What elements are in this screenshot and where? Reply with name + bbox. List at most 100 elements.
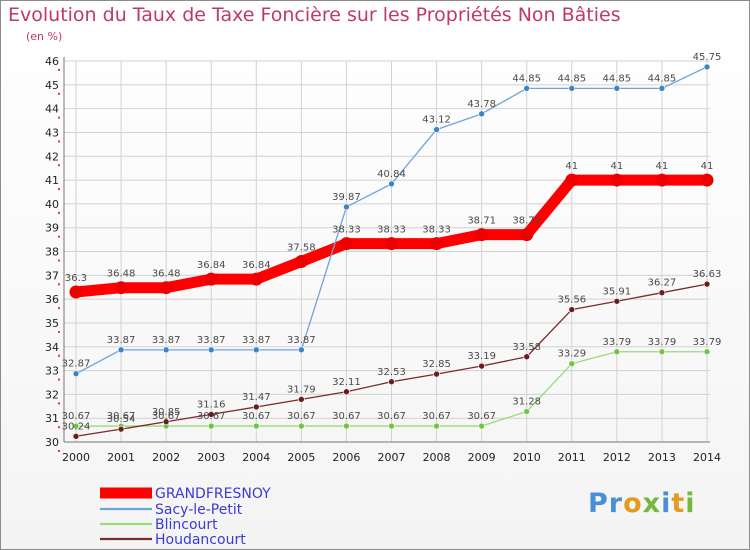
data-label: 36.48 <box>152 269 181 280</box>
data-label: 32.53 <box>377 367 406 378</box>
data-point <box>339 237 353 251</box>
data-label: 33.87 <box>242 335 271 346</box>
data-point <box>478 362 485 370</box>
chart-title: Evolution du Taux de Taxe Foncière sur l… <box>8 4 621 26</box>
data-label: 30.67 <box>62 411 91 422</box>
y-minor-mark <box>58 235 60 238</box>
y-tick-label: 31 <box>45 412 59 425</box>
data-label: 33.19 <box>467 351 496 362</box>
legend-label: Sacy-le-Petit <box>155 502 243 518</box>
data-label: 36.63 <box>693 269 722 280</box>
y-minor-mark <box>58 426 60 429</box>
data-label: 32.85 <box>422 359 451 370</box>
data-label: 30.54 <box>107 414 136 425</box>
data-point <box>343 203 350 211</box>
y-minor-mark <box>58 402 60 405</box>
y-minor-mark <box>58 164 60 167</box>
data-label: 41 <box>701 161 714 172</box>
y-minor-mark <box>58 140 60 143</box>
data-point <box>523 353 531 361</box>
data-label: 44.85 <box>603 73 632 84</box>
data-point <box>658 85 666 92</box>
data-point <box>430 237 444 251</box>
data-label: 31.79 <box>287 384 316 395</box>
legend-label: Blincourt <box>155 517 218 533</box>
data-point <box>523 408 531 415</box>
x-tick-label: 2002 <box>152 451 180 464</box>
y-minor-mark <box>58 188 60 191</box>
data-point <box>249 272 263 286</box>
data-label: 31.16 <box>197 399 226 410</box>
data-label: 38.71 <box>512 216 541 227</box>
data-point <box>252 422 260 430</box>
y-tick-label: 39 <box>45 222 59 235</box>
data-point <box>252 403 260 411</box>
x-tick-label: 2013 <box>648 451 676 464</box>
data-label: 38.33 <box>422 225 451 236</box>
data-point <box>433 422 440 430</box>
data-label: 30.67 <box>242 411 271 422</box>
data-label: 30.24 <box>62 421 91 432</box>
data-label: 33.79 <box>648 337 677 348</box>
data-point <box>523 85 531 92</box>
x-tick-label: 2008 <box>423 451 451 464</box>
data-label: 30.67 <box>377 411 406 422</box>
data-point <box>117 346 125 354</box>
data-point <box>162 418 170 426</box>
data-label: 36.84 <box>242 260 271 271</box>
data-point <box>207 422 215 430</box>
data-label: 30.85 <box>152 407 181 418</box>
data-point <box>700 173 714 187</box>
data-point <box>520 228 534 242</box>
x-tick-label: 2004 <box>242 451 270 464</box>
y-tick-label: 36 <box>45 293 59 306</box>
x-tick-label: 2007 <box>378 451 406 464</box>
data-label: 36.3 <box>65 273 87 284</box>
data-label: 33.87 <box>107 335 136 346</box>
x-tick-label: 2014 <box>693 451 721 464</box>
y-tick-label: 37 <box>45 269 59 282</box>
x-tick-label: 2005 <box>287 451 315 464</box>
data-label: 44.85 <box>512 73 541 84</box>
data-point <box>568 85 576 92</box>
y-tick-label: 42 <box>45 150 59 163</box>
data-point <box>613 85 621 92</box>
x-tick-label: 2010 <box>513 451 541 464</box>
data-point <box>117 425 125 433</box>
y-tick-label: 41 <box>45 174 59 187</box>
data-point <box>658 289 666 296</box>
y-tick-label: 34 <box>45 341 59 354</box>
data-point <box>159 281 173 295</box>
data-label: 41 <box>656 161 669 172</box>
data-point <box>568 306 576 313</box>
data-point <box>72 422 80 430</box>
x-tick-label: 2001 <box>107 451 135 464</box>
y-minor-mark <box>58 450 60 452</box>
data-label: 32.11 <box>332 377 361 388</box>
data-label: 33.58 <box>512 342 541 353</box>
data-label: 31.28 <box>512 397 541 408</box>
data-point <box>72 432 80 440</box>
y-minor-mark <box>58 69 60 71</box>
data-label: 36.48 <box>107 269 136 280</box>
data-label: 33.79 <box>603 337 632 348</box>
data-point <box>703 280 711 288</box>
data-point <box>385 237 398 251</box>
data-point <box>658 348 666 356</box>
data-label: 41 <box>565 161 578 172</box>
data-label: 36.27 <box>648 278 677 289</box>
data-label: 43.12 <box>422 115 451 126</box>
data-point <box>162 346 170 354</box>
data-label: 33.87 <box>197 335 226 346</box>
y-tick-label: 35 <box>45 317 59 330</box>
legend-label: Houdancourt <box>155 532 246 548</box>
data-label: 39.87 <box>332 192 361 203</box>
y-tick-label: 43 <box>45 126 59 139</box>
y-tick-label: 40 <box>45 198 59 211</box>
data-label: 30.67 <box>152 411 181 422</box>
data-label: 33.87 <box>152 335 181 346</box>
data-point <box>298 422 305 430</box>
data-label: 43.78 <box>467 99 496 110</box>
data-label: 30.67 <box>332 411 361 422</box>
